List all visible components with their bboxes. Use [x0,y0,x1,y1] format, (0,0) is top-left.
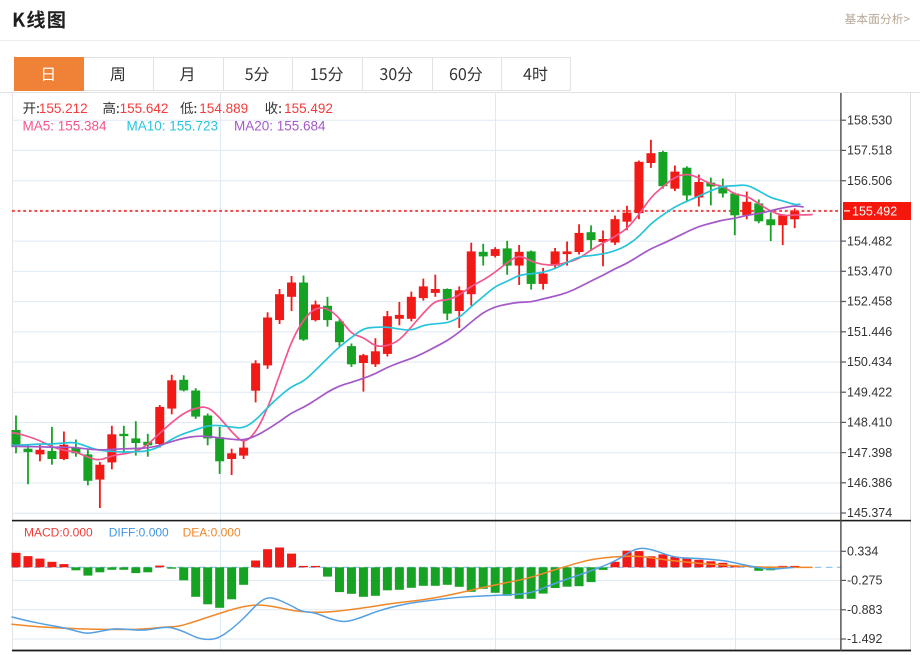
svg-text:151.446: 151.446 [847,325,892,339]
svg-text:155.212: 155.212 [39,101,88,116]
svg-text:-0.275: -0.275 [847,574,882,588]
svg-text:147.398: 147.398 [847,446,892,460]
svg-text:-0.883: -0.883 [847,603,882,617]
svg-text:155.492: 155.492 [852,204,897,218]
svg-text:155.642: 155.642 [120,101,169,116]
svg-text:0.334: 0.334 [847,545,878,559]
svg-text:149.422: 149.422 [847,385,892,399]
svg-text:157.518: 157.518 [847,144,892,158]
svg-text:158.530: 158.530 [847,113,892,127]
svg-text:MA5: 155.384: MA5: 155.384 [23,119,108,134]
svg-text:-1.492: -1.492 [847,632,882,646]
svg-text:MACD:0.000: MACD:0.000 [24,526,93,540]
svg-text:155.492: 155.492 [284,101,333,116]
svg-text:MA20: 155.684: MA20: 155.684 [234,119,326,134]
svg-text:148.410: 148.410 [847,416,892,430]
svg-text:150.434: 150.434 [847,355,892,369]
svg-text:145.374: 145.374 [847,506,892,520]
svg-text:154.889: 154.889 [199,101,248,116]
svg-text:DIFF:0.000: DIFF:0.000 [109,526,169,540]
svg-text:146.386: 146.386 [847,476,892,490]
svg-text:152.458: 152.458 [847,295,892,309]
svg-text:154.482: 154.482 [847,234,892,248]
svg-text:156.506: 156.506 [847,174,892,188]
svg-text:153.470: 153.470 [847,265,892,279]
svg-text:DEA:0.000: DEA:0.000 [183,526,241,540]
svg-text:MA10: 155.723: MA10: 155.723 [127,119,219,134]
